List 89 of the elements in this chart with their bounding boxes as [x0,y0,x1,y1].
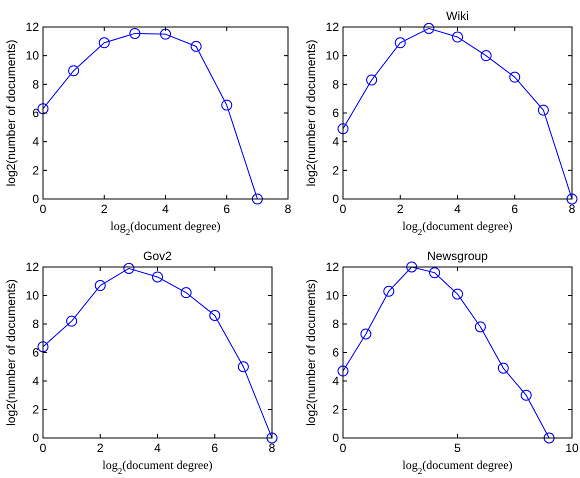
y-tick-label: 6 [32,346,40,360]
chart-title: Wiki [446,9,469,23]
y-tick-label: 2 [32,163,40,178]
y-tick-label: 0 [332,192,340,206]
point [429,267,440,278]
point [38,341,48,352]
x-tick-label: 8 [568,202,576,216]
point [123,262,134,274]
y-tick-label: 10 [326,48,340,63]
y-tick-label: 4 [32,134,40,149]
point [509,72,520,83]
y-tick-label: 12 [326,20,340,34]
x-tick-label: 6 [211,441,218,455]
x-tick-label: 6 [223,202,230,216]
y-tick-label: 8 [332,317,340,331]
x-tick-label: 8 [268,441,276,455]
point [209,310,220,321]
x-tick-label: 4 [154,441,162,455]
x-tick-label: 2 [396,202,404,216]
point [129,28,140,39]
x-tick-label: 4 [454,202,462,216]
point [152,271,163,282]
x-axis-title: log$_{2}$(document degree) [110,219,221,237]
point [452,288,463,300]
y-tick-label: 2 [332,402,340,416]
y-tick-label: 6 [32,106,40,120]
point [480,50,492,62]
point [66,316,78,327]
point [266,432,278,444]
y-tick-label: 8 [32,317,40,331]
point [252,194,263,204]
point [94,280,106,292]
point [498,362,509,374]
point [566,194,578,204]
y-axis-title: log2(number of documents) [304,279,318,426]
chart-title: Gov2 [143,249,172,263]
x-axis-title: log$_{2}$(document degree) [102,458,213,476]
point [423,22,434,34]
point [520,390,532,401]
y-tick-label: 2 [332,163,340,178]
y-tick-label: 12 [326,260,340,274]
y-tick-label: 0 [32,192,40,206]
y-tick-label: 6 [332,106,340,120]
point [538,104,549,116]
point [394,37,406,48]
y-axis-title: log2(number of documents) [4,40,18,186]
y-tick-label: 0 [32,431,40,445]
y-tick-label: 8 [32,77,40,92]
point [221,100,232,111]
point [238,361,249,372]
point [360,328,372,340]
x-tick-label: 10 [565,441,579,455]
point [98,37,110,48]
point [338,366,348,377]
x-tick-label: 2 [96,441,104,455]
x-tick-label: 2 [100,202,108,216]
x-tick-label: 4 [162,202,170,216]
y-tick-label: 8 [332,77,340,92]
y-tick-label: 10 [26,48,40,63]
point [190,40,202,52]
point [180,287,192,298]
y-tick-label: 12 [26,260,40,274]
x-axis-title: log$_{2}$(document degree) [402,458,513,476]
point [68,65,80,76]
x-tick-label: 6 [511,202,518,216]
point [160,28,171,40]
x-tick-label: 5 [454,441,462,455]
point [38,103,48,114]
x-tick-label: 8 [284,202,292,216]
chart-title: Newsgroup [427,249,488,263]
point [366,74,378,86]
y-tick-label: 4 [332,374,340,388]
y-tick-label: 12 [26,20,40,34]
point [452,32,463,43]
y-tick-label: 4 [32,374,40,388]
y-tick-label: 4 [332,134,340,149]
point [338,123,348,134]
y-tick-label: 10 [326,288,340,302]
y-axis-title: log2(number of documents) [4,279,18,426]
point [383,286,394,297]
y-tick-label: 0 [332,431,340,445]
y-tick-label: 10 [26,288,40,302]
y-tick-label: 6 [332,346,340,360]
y-tick-label: 2 [32,402,40,416]
point [474,321,486,332]
y-axis-title: log2(number of documents) [304,40,318,186]
point [544,432,555,444]
x-axis-title: log$_{2}$(document degree) [402,219,513,237]
point [406,262,418,272]
